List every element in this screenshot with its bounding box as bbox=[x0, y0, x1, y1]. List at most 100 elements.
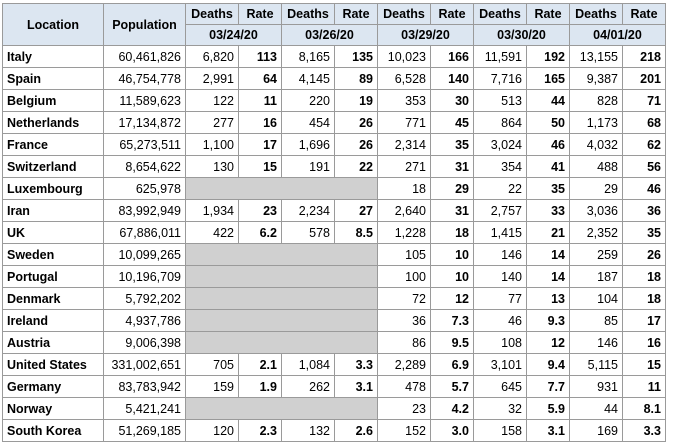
header-row-dates: 03/24/20 03/26/20 03/29/20 03/30/20 04/0… bbox=[3, 24, 666, 46]
cell-deaths: 130 bbox=[185, 155, 239, 178]
cell-rate: 27 bbox=[334, 199, 378, 222]
table-row: Ireland 4,937,786 36 7.3 46 9.3 85 17 bbox=[2, 309, 666, 332]
cell-rate: 36 bbox=[622, 199, 666, 222]
cell-deaths: 191 bbox=[281, 155, 335, 178]
cell-deaths: 11,591 bbox=[473, 45, 527, 68]
cell-deaths: 422 bbox=[185, 221, 239, 244]
cell-rate: 2.6 bbox=[334, 419, 378, 442]
cell-deaths: 187 bbox=[569, 265, 623, 288]
cell-deaths: 22 bbox=[473, 177, 527, 200]
cell-deaths: 262 bbox=[281, 375, 335, 398]
table-row: Iran 83,992,949 1,934 23 2,234 27 2,640 31 2,757… bbox=[2, 199, 666, 222]
cell-deaths: 1,934 bbox=[185, 199, 239, 222]
cell-deaths: 864 bbox=[473, 111, 527, 134]
cell-population: 83,992,949 bbox=[103, 199, 186, 222]
cell-deaths: 44 bbox=[569, 397, 623, 420]
cell-deaths: 6,528 bbox=[377, 67, 431, 90]
cell-deaths: 105 bbox=[377, 243, 431, 266]
cell-rate: 31 bbox=[430, 155, 474, 178]
cell-deaths: 828 bbox=[569, 89, 623, 112]
cell-population: 331,002,651 bbox=[103, 353, 186, 376]
table-row: United States 331,002,651 705 2.1 1,084 3.3 2,… bbox=[2, 353, 666, 376]
cell-deaths: 4,145 bbox=[281, 67, 335, 90]
cell-rate: 135 bbox=[334, 45, 378, 68]
cell-population: 625,978 bbox=[103, 177, 186, 200]
cell-rate: 23 bbox=[238, 199, 282, 222]
cell-deaths: 4,032 bbox=[569, 133, 623, 156]
cell-population: 60,461,826 bbox=[103, 45, 186, 68]
cell-rate: 16 bbox=[622, 331, 666, 354]
header-deaths: Deaths bbox=[185, 3, 239, 25]
table-body: Italy 60,461,826 6,820 113 8,165 135 10,023 166… bbox=[2, 45, 666, 442]
table-row: Norway 5,421,241 23 4.2 32 5.9 44 8.1 bbox=[2, 397, 666, 420]
cell-deaths: 159 bbox=[185, 375, 239, 398]
cell-rate: 68 bbox=[622, 111, 666, 134]
cell-location: France bbox=[2, 133, 104, 156]
cell-deaths: 931 bbox=[569, 375, 623, 398]
cell-no-data bbox=[185, 243, 378, 266]
cell-location: Spain bbox=[2, 67, 104, 90]
cell-location: Sweden bbox=[2, 243, 104, 266]
header-row-metrics: Location Population Deaths Rate Deaths R… bbox=[2, 3, 666, 46]
cell-population: 67,886,011 bbox=[103, 221, 186, 244]
header-rate: Rate bbox=[430, 3, 474, 25]
cell-rate: 140 bbox=[430, 67, 474, 90]
cell-rate: 10 bbox=[430, 243, 474, 266]
cell-no-data bbox=[185, 177, 378, 200]
cell-rate: 10 bbox=[430, 265, 474, 288]
header-deaths: Deaths bbox=[473, 3, 527, 25]
covid-deaths-table: Location Population Deaths Rate Deaths R… bbox=[2, 3, 666, 442]
cell-location: Luxembourg bbox=[2, 177, 104, 200]
cell-no-data bbox=[185, 397, 378, 420]
cell-deaths: 2,757 bbox=[473, 199, 527, 222]
cell-deaths: 8,165 bbox=[281, 45, 335, 68]
cell-deaths: 6,820 bbox=[185, 45, 239, 68]
cell-rate: 192 bbox=[526, 45, 570, 68]
cell-rate: 113 bbox=[238, 45, 282, 68]
cell-rate: 46 bbox=[526, 133, 570, 156]
cell-population: 4,937,786 bbox=[103, 309, 186, 332]
cell-location: Switzerland bbox=[2, 155, 104, 178]
cell-deaths: 100 bbox=[377, 265, 431, 288]
cell-rate: 44 bbox=[526, 89, 570, 112]
cell-deaths: 271 bbox=[377, 155, 431, 178]
cell-deaths: 2,289 bbox=[377, 353, 431, 376]
cell-deaths: 513 bbox=[473, 89, 527, 112]
header-rate: Rate bbox=[526, 3, 570, 25]
header-rate: Rate bbox=[334, 3, 378, 25]
cell-rate: 7.3 bbox=[430, 309, 474, 332]
header-location: Location bbox=[2, 3, 104, 46]
cell-deaths: 2,991 bbox=[185, 67, 239, 90]
cell-population: 10,099,265 bbox=[103, 243, 186, 266]
cell-rate: 14 bbox=[526, 265, 570, 288]
cell-rate: 9.3 bbox=[526, 309, 570, 332]
cell-deaths: 705 bbox=[185, 353, 239, 376]
cell-rate: 165 bbox=[526, 67, 570, 90]
cell-rate: 15 bbox=[238, 155, 282, 178]
cell-deaths: 1,100 bbox=[185, 133, 239, 156]
cell-rate: 12 bbox=[526, 331, 570, 354]
cell-no-data bbox=[185, 265, 378, 288]
cell-rate: 4.2 bbox=[430, 397, 474, 420]
cell-deaths: 277 bbox=[185, 111, 239, 134]
cell-rate: 26 bbox=[334, 133, 378, 156]
cell-rate: 56 bbox=[622, 155, 666, 178]
cell-deaths: 158 bbox=[473, 419, 527, 442]
cell-rate: 35 bbox=[430, 133, 474, 156]
cell-population: 10,196,709 bbox=[103, 265, 186, 288]
header-date: 03/29/20 bbox=[377, 24, 474, 46]
cell-rate: 30 bbox=[430, 89, 474, 112]
cell-rate: 14 bbox=[526, 243, 570, 266]
cell-rate: 2.3 bbox=[238, 419, 282, 442]
cell-location: Portugal bbox=[2, 265, 104, 288]
cell-location: United States bbox=[2, 353, 104, 376]
cell-rate: 26 bbox=[622, 243, 666, 266]
cell-deaths: 140 bbox=[473, 265, 527, 288]
cell-deaths: 132 bbox=[281, 419, 335, 442]
cell-deaths: 122 bbox=[185, 89, 239, 112]
cell-location: UK bbox=[2, 221, 104, 244]
table-row: South Korea 51,269,185 120 2.3 132 2.6 152 3.0 1… bbox=[2, 419, 666, 442]
cell-location: Germany bbox=[2, 375, 104, 398]
cell-deaths: 2,352 bbox=[569, 221, 623, 244]
cell-deaths: 454 bbox=[281, 111, 335, 134]
